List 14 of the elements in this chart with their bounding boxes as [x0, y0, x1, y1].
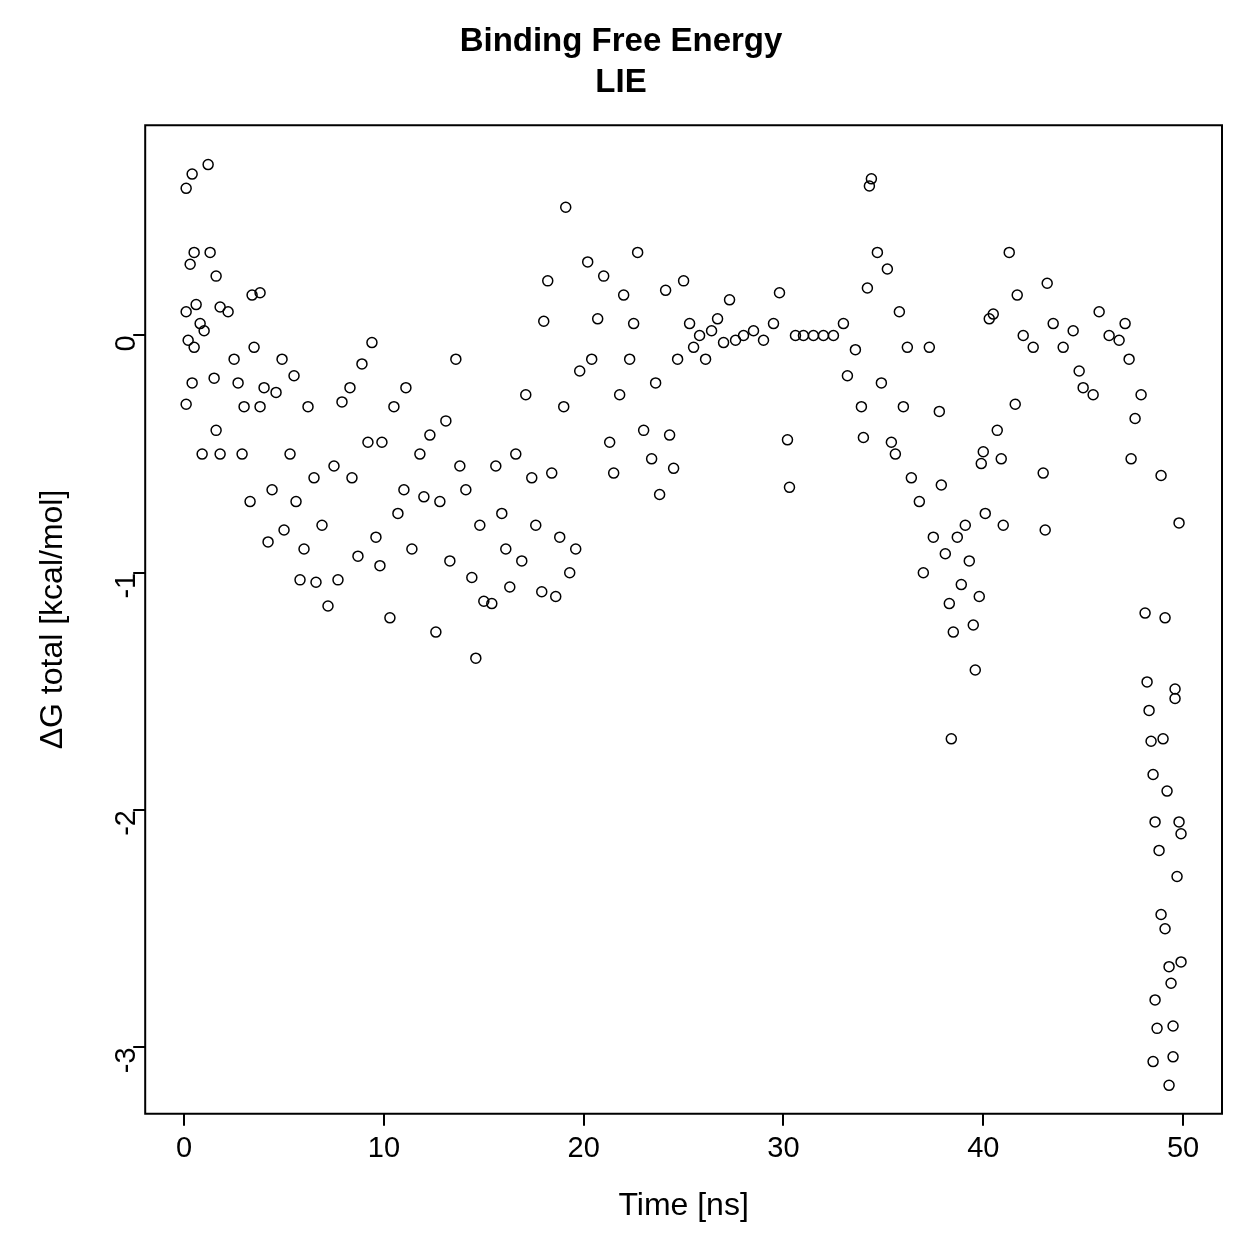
chart-title: Binding Free Energy: [459, 20, 783, 58]
y-tick-label: -2: [109, 810, 142, 836]
y-axis-title: ΔG total [kcal/mol]: [33, 489, 70, 750]
x-tick-label: 20: [567, 1131, 600, 1164]
x-tick-label: 50: [1166, 1131, 1200, 1164]
y-tick-label: -3: [109, 1047, 142, 1074]
x-tick-label: 10: [367, 1131, 401, 1164]
y-tick-label: -1: [109, 572, 142, 599]
x-tick-label: 0: [176, 1131, 193, 1164]
chart-subtitle: LIE: [595, 62, 647, 100]
x-axis-title: Time [ns]: [618, 1185, 749, 1222]
x-tick-label: 40: [967, 1131, 1000, 1164]
y-tick-label: 0: [109, 335, 142, 352]
x-tick-label: 30: [767, 1131, 800, 1164]
